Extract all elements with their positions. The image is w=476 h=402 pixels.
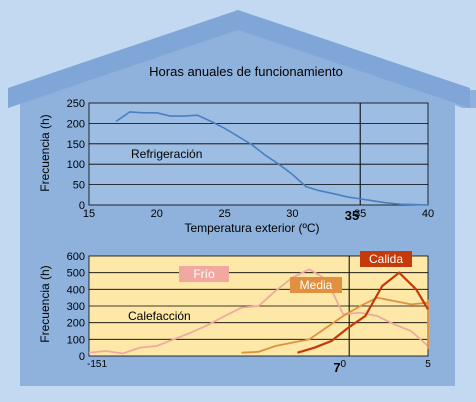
chart2-ytick-0: 0 (79, 351, 85, 363)
chart2-ytick-600: 600 (67, 251, 85, 263)
legend-media-label: Media (300, 278, 333, 292)
chart1-ytick-0: 0 (79, 200, 85, 212)
chart1-ytick-150: 150 (67, 139, 85, 151)
main-title: Horas anuales de funcionamiento (149, 64, 343, 79)
chart1-ytick-200: 200 (67, 118, 85, 130)
chart1-highlight-tick: 35 (345, 208, 359, 223)
chart2-xtick-2: 5 (425, 359, 431, 370)
chart1-xtick-15: 15 (83, 208, 95, 220)
chart2-ytick-300: 300 (67, 301, 85, 313)
chart1-plot-bg (88, 102, 429, 206)
chart1-xtick-25: 25 (218, 208, 230, 220)
chart2-highlight-tick: 7 (333, 360, 340, 375)
legend-calida-label: Calida (369, 252, 403, 266)
house-eave-left (8, 10, 238, 108)
chart1-series-line-0 (115, 111, 429, 206)
chart2-series-line-0 (88, 268, 429, 355)
chart1-series-label: Refrigeración (131, 147, 202, 161)
legend-media-box (290, 277, 342, 293)
chart1-ytick-250: 250 (67, 98, 85, 110)
chart2-ytick-100: 100 (67, 334, 85, 346)
chart2-xtick-1: 0 (340, 359, 346, 370)
chart2-ytick-500: 500 (67, 268, 85, 280)
house-eave-right (238, 10, 470, 108)
chart2-series-line-2 (297, 271, 429, 354)
chart2-ylabel: Frecuencia (h) (38, 265, 52, 342)
chart2-ytick-200: 200 (67, 318, 85, 330)
chart1-xtick-20: 20 (151, 208, 163, 220)
chart1-xtick-35: 35 (354, 208, 366, 220)
chart1-ylabel: Frecuencia (h) (38, 114, 52, 191)
chart1-ytick-50: 50 (73, 180, 85, 192)
chart2-annotation: Calefacción (128, 309, 191, 323)
legend-calida-box (360, 251, 412, 267)
chart2-xtick-0: -151 (87, 359, 107, 370)
legend-frio-label: Frío (193, 267, 215, 281)
chart1-ytick-100: 100 (67, 159, 85, 171)
chart1-xtick-30: 30 (286, 208, 298, 220)
legend-frio-box (179, 266, 229, 282)
chart1-xlabel: Temperatura exterior (ºC) (184, 221, 319, 235)
chart2-series-line-1 (241, 296, 429, 354)
chart1-xtick-40: 40 (422, 208, 434, 220)
chart2-ytick-400: 400 (67, 284, 85, 296)
